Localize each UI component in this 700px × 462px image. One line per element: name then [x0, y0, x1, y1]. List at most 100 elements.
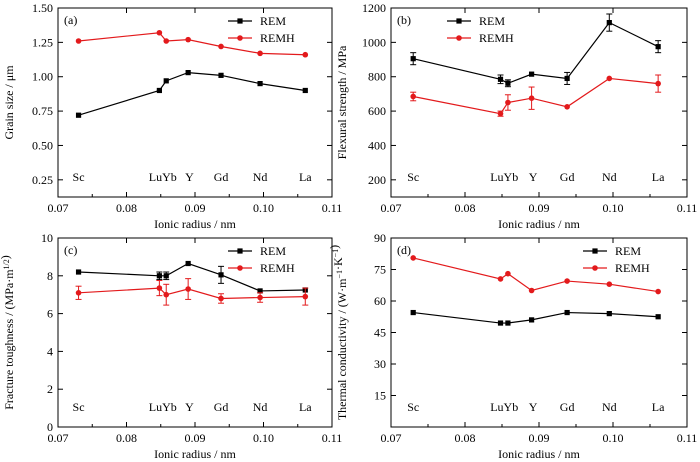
y-axis-title: Fracture toughness / (MPa·m1/2) [0, 255, 16, 410]
data-point [156, 273, 162, 279]
data-point [410, 255, 417, 261]
y-tick-label: 45 [374, 326, 386, 340]
y-tick-label: 1.50 [32, 1, 53, 15]
element-label: Gd [560, 170, 575, 184]
data-point [257, 294, 263, 301]
legend-marker [456, 18, 462, 24]
data-point [505, 320, 511, 326]
legend: REM REMH [583, 244, 650, 275]
data-point [257, 81, 263, 87]
data-point [257, 288, 263, 294]
series-remh [75, 29, 309, 58]
series-line [413, 21, 659, 84]
legend-label: REM [479, 14, 505, 28]
element-label: LuYb [149, 400, 177, 414]
data-point [505, 99, 511, 106]
data-point [185, 70, 191, 76]
x-tick-label: 0.11 [677, 201, 698, 215]
x-axis-title: Ionic radius / nm [498, 447, 580, 461]
series-line [78, 287, 306, 300]
x-tick-label: 0.07 [48, 431, 69, 445]
element-label: Y [185, 400, 194, 414]
data-point [606, 20, 612, 26]
panel-b: 0.07 0.08 0.09 0.10 0.11 200 400 600 800 1000 1200… [335, 1, 697, 231]
data-point [529, 71, 535, 77]
legend-label: REMH [615, 261, 650, 275]
y-tick-label: 1000 [362, 35, 386, 49]
series-remh [75, 278, 309, 306]
series-rem [410, 13, 662, 88]
x-tick-label: 0.07 [48, 201, 69, 215]
data-point [505, 270, 511, 277]
x-tick-label: 0.10 [253, 431, 274, 445]
x-tick-label: 0.08 [455, 431, 476, 445]
data-point [497, 276, 504, 282]
x-tick-label: 0.11 [677, 431, 698, 445]
data-point [528, 95, 535, 102]
element-label: Sc [73, 400, 85, 414]
data-point [564, 75, 570, 82]
y-tick-label: 75 [374, 263, 386, 277]
y-tick-label: 800 [368, 70, 386, 84]
y-axis-title: Thermal conductivity / (W·m−1·K−1) [327, 245, 349, 420]
series-line [413, 77, 659, 115]
y-tick-label: 1.25 [32, 35, 53, 49]
legend-marker [237, 248, 243, 254]
x-axis-title: Ionic radius / nm [154, 217, 236, 231]
y-tick-label: 15 [374, 389, 386, 403]
data-point [75, 38, 82, 44]
y-tick-label: 400 [368, 138, 386, 152]
element-label: Nd [253, 400, 268, 414]
x-tick-label: 0.10 [603, 431, 624, 445]
series-rem [75, 260, 308, 294]
legend-marker [592, 265, 598, 271]
data-point [410, 309, 416, 316]
panel-label: (d) [397, 243, 411, 257]
y-tick-label: 10 [41, 231, 53, 245]
y-tick-label: 1.00 [32, 70, 53, 84]
element-label: Nd [253, 170, 268, 184]
y-tick-label: 6 [47, 307, 53, 321]
y-tick-label: 600 [368, 104, 386, 118]
data-point [606, 281, 613, 288]
x-tick-label: 0.07 [381, 431, 402, 445]
element-label: Sc [73, 170, 85, 184]
data-point [505, 80, 511, 86]
element-label: La [299, 170, 312, 184]
x-tick-label: 0.09 [529, 201, 550, 215]
series-rem [75, 70, 308, 118]
x-tick-label: 0.07 [381, 201, 402, 215]
data-point [218, 272, 224, 278]
superscript: −1 [335, 270, 344, 279]
legend-label: REM [615, 244, 641, 258]
data-point [156, 87, 162, 94]
series-rem [410, 309, 661, 326]
legend-label: REM [260, 244, 286, 258]
element-label: Gd [560, 400, 575, 414]
y-tick-label: 8 [47, 269, 53, 283]
data-point [655, 314, 661, 320]
element-label: Gd [214, 170, 229, 184]
legend: REM REMH [228, 14, 295, 45]
series-line [413, 311, 659, 324]
data-point [497, 320, 504, 326]
data-point [218, 72, 224, 78]
element-label: LuYb [149, 170, 177, 184]
element-label: La [652, 170, 665, 184]
data-point [302, 293, 309, 300]
data-point [185, 260, 191, 267]
element-label: LuYb [490, 170, 518, 184]
x-tick-label: 0.08 [455, 201, 476, 215]
panel-c: 0.07 0.08 0.09 0.10 0.11 0 2 4 6 8 10 Ionic radius … [0, 231, 342, 461]
y-tick-label: 0.50 [32, 138, 53, 152]
superscript: −1 [331, 249, 340, 258]
legend-label: REMH [479, 31, 514, 45]
legend-marker [237, 265, 243, 271]
data-point [302, 51, 309, 58]
data-point [410, 56, 416, 62]
data-point [606, 75, 613, 82]
x-tick-label: 0.09 [185, 431, 206, 445]
element-label: Sc [407, 170, 419, 184]
data-point [185, 286, 191, 292]
y-tick-label: 60 [374, 294, 386, 308]
